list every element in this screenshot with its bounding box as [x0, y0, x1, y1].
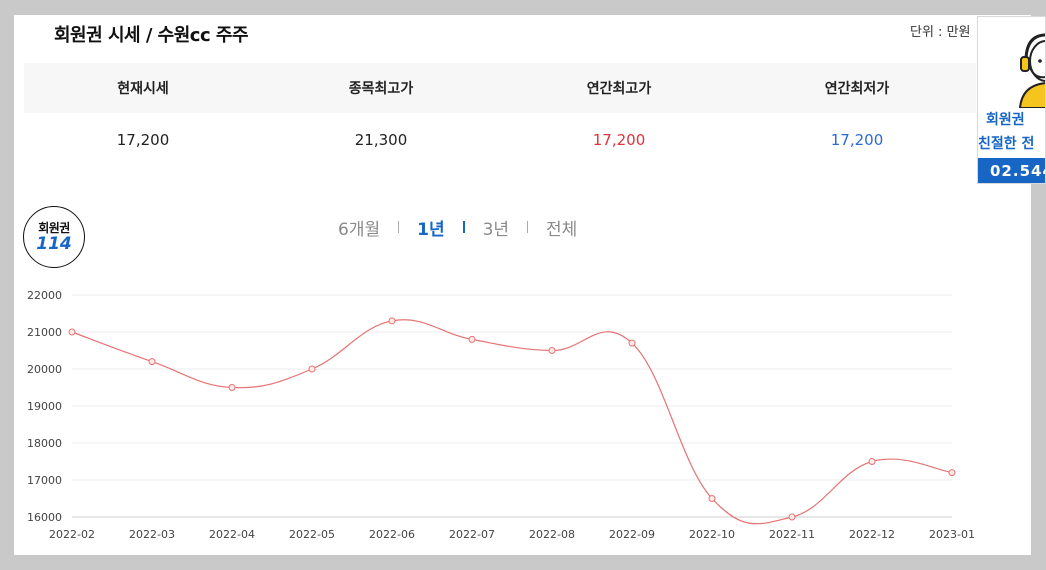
x-tick-label: 2022-04 [209, 528, 255, 541]
price-card: 회원권 시세 / 수원cc 주주 단위 : 만원 현재시세 종목최고가 연간최고… [14, 15, 1031, 555]
summary-header-row: 현재시세 종목최고가 연간최고가 연간최저가 [24, 63, 976, 113]
data-point[interactable] [308, 365, 316, 373]
series-line [71, 319, 953, 525]
y-tick-label: 19000 [27, 400, 62, 413]
period-tabs: 6개월 1년 3년 전체 [324, 215, 591, 240]
data-point[interactable] [628, 339, 636, 347]
membership-114-logo[interactable]: 회원권 114 [23, 206, 85, 268]
x-tick-label: 2022-02 [49, 528, 95, 541]
y-tick-label: 21000 [27, 326, 62, 339]
logo-text-bottom: 114 [36, 234, 72, 254]
tab-1year[interactable]: 1년 [417, 219, 445, 240]
y-tick-label: 16000 [27, 511, 62, 524]
data-point[interactable] [68, 328, 76, 336]
tab-separator [462, 221, 465, 233]
data-point[interactable] [868, 458, 876, 465]
banner-line2: 친절한 전 [978, 136, 1035, 152]
x-tick-label: 2022-11 [769, 528, 815, 541]
page-title: 회원권 시세 / 수원cc 주주 [54, 25, 249, 46]
data-point[interactable] [228, 384, 236, 391]
data-point[interactable] [708, 495, 716, 502]
consult-banner[interactable]: 회원권 친절한 전 02.544 [977, 16, 1046, 184]
value-item-high: 21,300 [354, 131, 408, 149]
data-point[interactable] [148, 358, 156, 366]
header-annual-high: 연간최고가 [586, 81, 652, 97]
price-line-chart: 16000 17000 18000 19000 20000 21000 22000 2022-… [27, 289, 975, 541]
unit-label: 단위 : 만원 [910, 25, 971, 40]
data-point[interactable] [788, 513, 796, 521]
y-tick-label: 18000 [27, 437, 62, 450]
banner-phone[interactable]: 02.544 [978, 158, 1045, 183]
tab-all[interactable]: 전체 [546, 219, 578, 240]
agent-headset-icon [1018, 33, 1045, 108]
tab-3years[interactable]: 3년 [482, 219, 510, 240]
tab-separator [527, 221, 529, 233]
data-point[interactable] [388, 317, 396, 325]
x-tick-label: 2022-07 [449, 528, 495, 541]
tab-separator [398, 221, 400, 233]
header-annual-low: 연간최저가 [824, 81, 890, 97]
data-point[interactable] [948, 469, 956, 477]
x-tick-label: 2022-12 [849, 528, 895, 541]
summary-value-row: 17,200 21,300 17,200 17,200 [24, 115, 976, 165]
x-tick-label: 2022-10 [689, 528, 735, 541]
tab-6months[interactable]: 6개월 [338, 219, 381, 240]
value-annual-high: 17,200 [592, 131, 646, 149]
header-item-high: 종목최고가 [348, 81, 414, 97]
logo-text-top: 회원권 [38, 221, 70, 235]
x-tick-label: 2022-08 [529, 528, 575, 541]
header-current-price: 현재시세 [117, 81, 169, 97]
x-tick-label: 2022-05 [289, 528, 335, 541]
value-current-price: 17,200 [116, 131, 170, 149]
y-tick-label: 22000 [27, 289, 62, 302]
value-annual-low: 17,200 [830, 131, 884, 149]
data-point[interactable] [468, 335, 476, 343]
y-tick-label: 20000 [27, 363, 62, 376]
banner-line1: 회원권 [986, 112, 1025, 128]
x-tick-label: 2022-09 [609, 528, 655, 541]
x-tick-label: 2022-03 [129, 528, 175, 541]
x-tick-label: 2022-06 [369, 528, 415, 541]
data-point[interactable] [548, 347, 556, 354]
y-tick-label: 17000 [27, 474, 62, 487]
x-tick-label: 2023-01 [929, 528, 975, 541]
